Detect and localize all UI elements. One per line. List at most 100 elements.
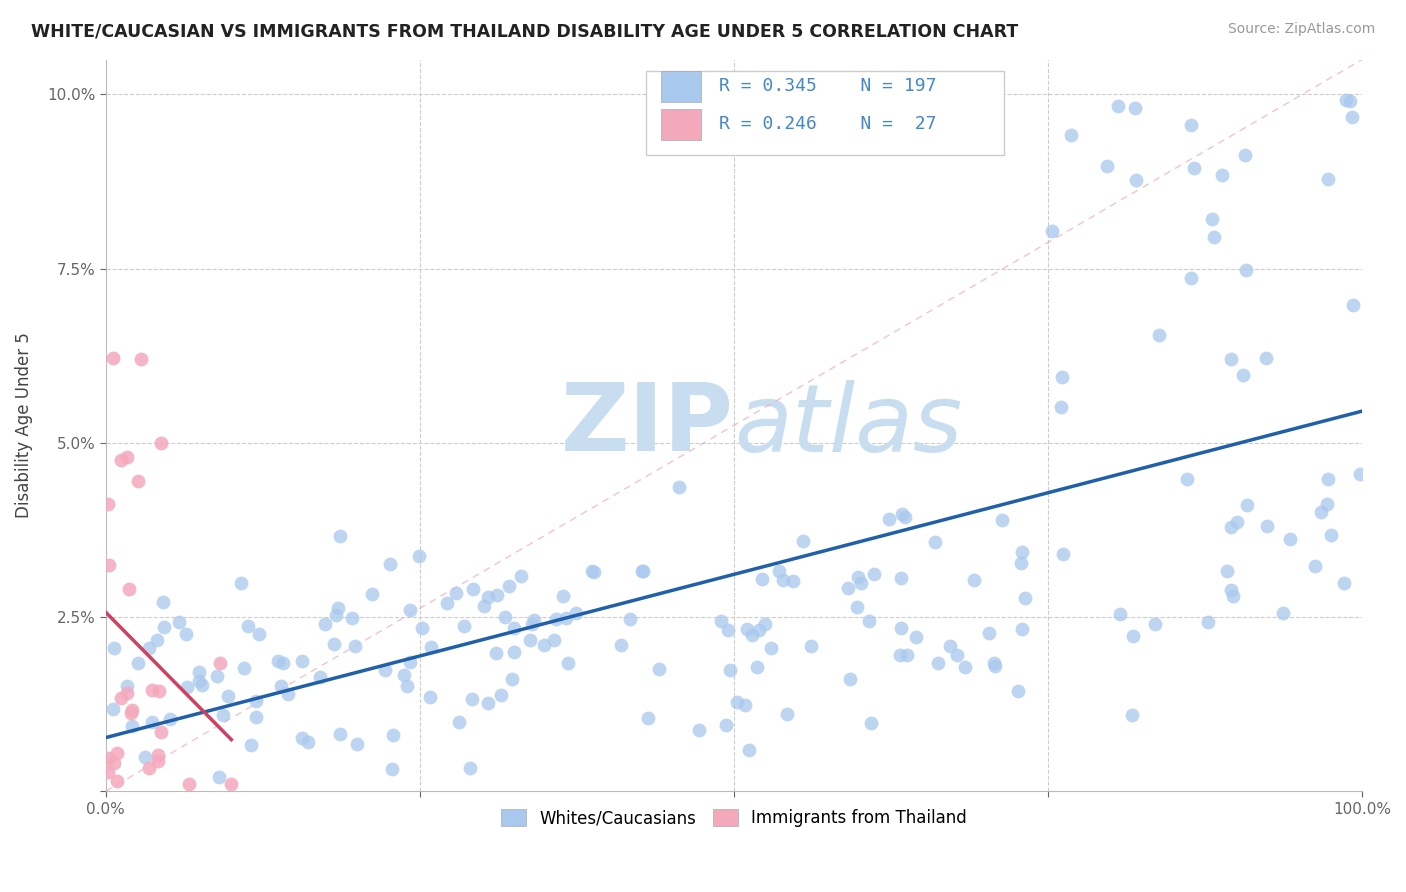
Point	[118, 582, 141, 596]
Point	[380, 558, 402, 572]
Point	[344, 639, 367, 653]
Point	[176, 680, 198, 694]
Point	[637, 711, 659, 725]
Point	[1222, 589, 1244, 603]
Point	[485, 647, 508, 661]
Point	[486, 588, 509, 602]
Point	[1197, 615, 1219, 629]
Point	[146, 632, 169, 647]
Point	[419, 640, 441, 654]
Point	[217, 689, 239, 703]
Point	[381, 762, 404, 776]
Point	[340, 610, 363, 624]
Point	[191, 677, 214, 691]
Point	[1316, 171, 1339, 186]
Point	[1232, 368, 1254, 382]
Point	[748, 623, 770, 637]
Point	[501, 672, 523, 686]
Point	[121, 703, 143, 717]
Point	[1303, 558, 1326, 573]
Point	[738, 743, 761, 757]
Point	[326, 601, 349, 615]
Point	[983, 656, 1005, 670]
Point	[800, 639, 823, 653]
Point	[1011, 622, 1033, 636]
Point	[97, 497, 120, 511]
Point	[544, 612, 567, 626]
Point	[1147, 328, 1170, 343]
Point	[688, 723, 710, 738]
Point	[1121, 707, 1143, 722]
Point	[889, 648, 911, 662]
Point	[582, 565, 605, 579]
Point	[1220, 352, 1243, 367]
Point	[115, 450, 138, 464]
Point	[1236, 498, 1258, 512]
Point	[858, 614, 880, 628]
Point	[447, 714, 470, 729]
FancyBboxPatch shape	[661, 71, 702, 102]
Point	[411, 621, 433, 635]
Text: ZIP: ZIP	[561, 379, 734, 472]
Point	[329, 529, 352, 543]
Point	[187, 665, 209, 679]
Point	[1202, 230, 1225, 244]
Point	[1220, 520, 1243, 534]
Point	[782, 574, 804, 588]
Point	[1320, 528, 1343, 542]
Point	[1316, 472, 1339, 486]
Point	[245, 694, 267, 708]
Point	[1050, 369, 1073, 384]
Point	[127, 656, 149, 670]
Point	[209, 656, 232, 670]
Point	[890, 621, 912, 635]
Point	[297, 735, 319, 749]
Point	[477, 696, 499, 710]
Point	[395, 679, 418, 693]
Point	[610, 638, 633, 652]
Point	[984, 659, 1007, 673]
Point	[747, 660, 769, 674]
Point	[759, 641, 782, 656]
Point	[129, 352, 152, 367]
Point	[710, 614, 733, 628]
Point	[555, 611, 578, 625]
Point	[860, 715, 883, 730]
Point	[115, 679, 138, 693]
Point	[772, 573, 794, 587]
Point	[127, 475, 149, 489]
Point	[188, 674, 211, 689]
Text: WHITE/CAUCASIAN VS IMMIGRANTS FROM THAILAND DISABILITY AGE UNDER 5 CORRELATION C: WHITE/CAUCASIAN VS IMMIGRANTS FROM THAIL…	[31, 22, 1018, 40]
Point	[245, 710, 267, 724]
Point	[247, 627, 270, 641]
Point	[277, 687, 299, 701]
Point	[619, 612, 641, 626]
Point	[946, 648, 969, 662]
Point	[905, 630, 928, 644]
Point	[520, 616, 543, 631]
Point	[105, 746, 128, 760]
Point	[1279, 532, 1302, 546]
Point	[149, 724, 172, 739]
Point	[963, 574, 986, 588]
Point	[314, 616, 336, 631]
Point	[1107, 99, 1129, 113]
Y-axis label: Disability Age Under 5: Disability Age Under 5	[15, 333, 32, 518]
Point	[503, 621, 526, 635]
Point	[955, 660, 977, 674]
Point	[97, 558, 120, 573]
Point	[1256, 351, 1278, 365]
Point	[149, 435, 172, 450]
Point	[631, 564, 654, 578]
Point	[939, 639, 962, 653]
Point	[1123, 101, 1146, 115]
Point	[1060, 128, 1083, 142]
Point	[523, 613, 546, 627]
Point	[270, 679, 292, 693]
Point	[1040, 224, 1063, 238]
Point	[138, 640, 160, 655]
Point	[581, 564, 603, 578]
Point	[101, 351, 124, 366]
Point	[543, 632, 565, 647]
Point	[990, 512, 1012, 526]
